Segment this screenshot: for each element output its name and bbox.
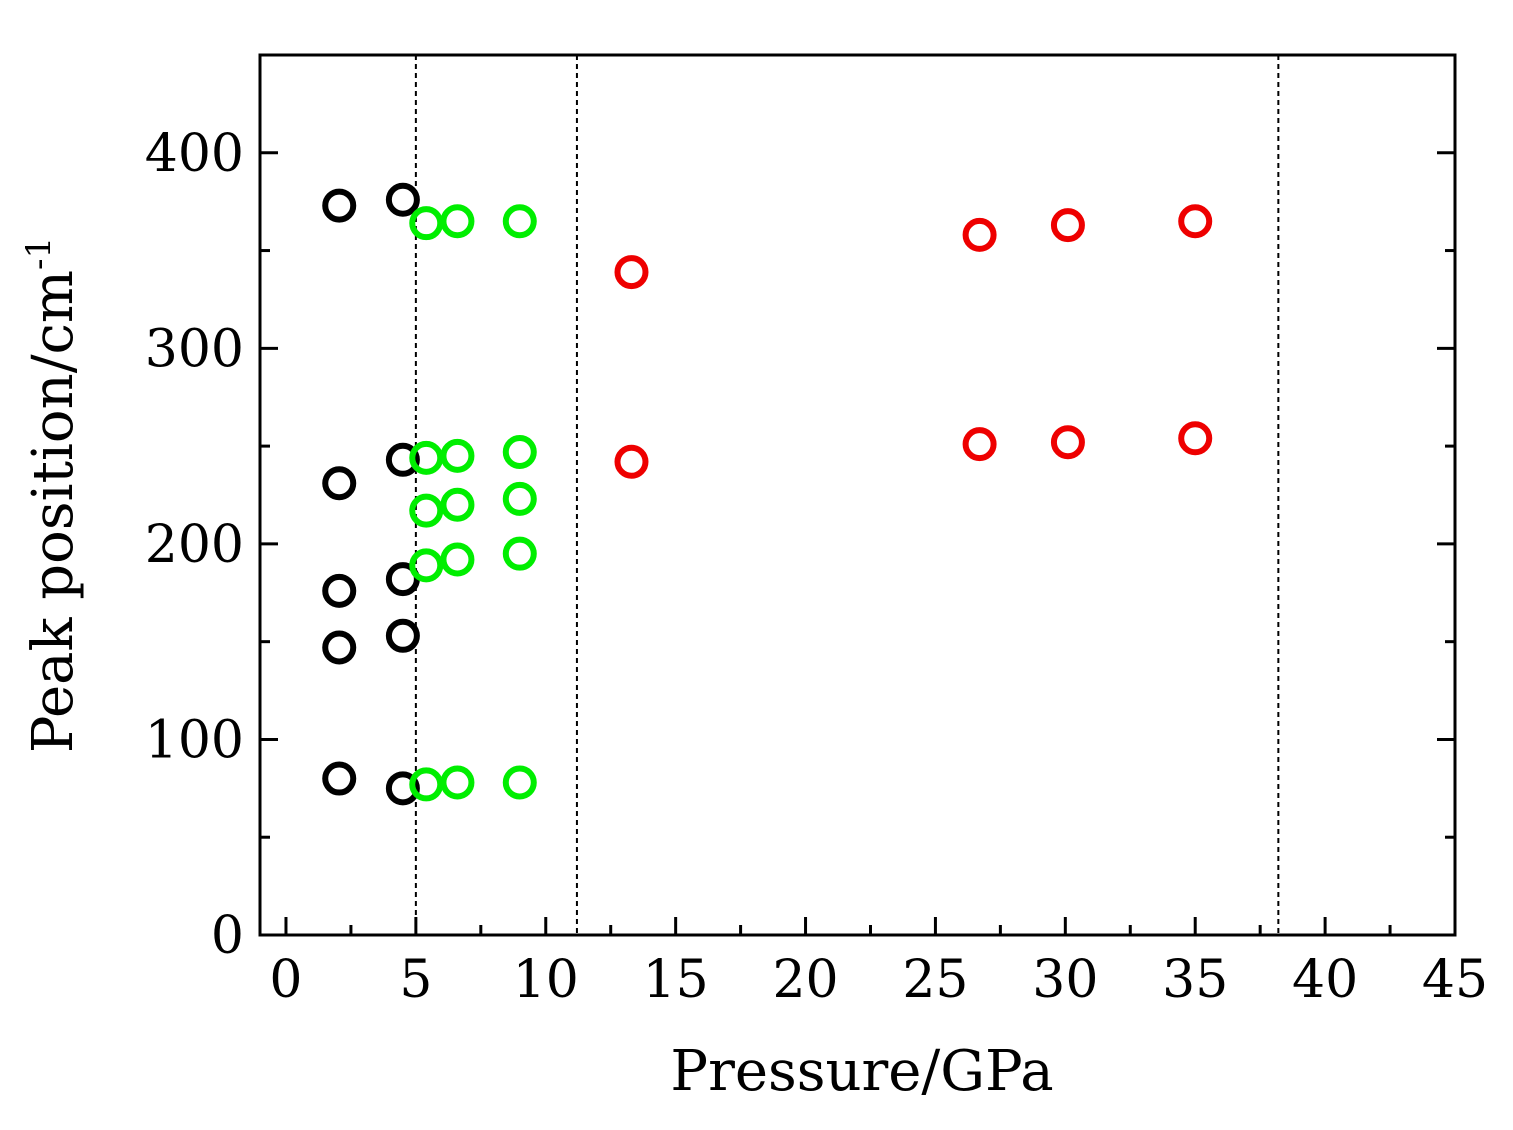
data-point <box>614 444 649 479</box>
data-point <box>1050 208 1085 243</box>
data-point <box>322 573 357 608</box>
data-point <box>440 487 475 522</box>
x-tick-label: 45 <box>1422 950 1488 1010</box>
data-point <box>385 618 420 653</box>
data-point <box>1178 204 1213 239</box>
data-point <box>409 548 444 583</box>
data-point <box>322 761 357 796</box>
data-point <box>440 204 475 239</box>
data-point <box>322 188 357 223</box>
data-point <box>322 466 357 501</box>
data-point <box>1050 425 1085 460</box>
data-point <box>322 630 357 665</box>
data-point <box>440 438 475 473</box>
data-point <box>409 493 444 528</box>
y-tick-label: 300 <box>145 319 244 379</box>
y-tick-label: 400 <box>145 124 244 184</box>
x-tick-label: 15 <box>643 950 709 1010</box>
data-point <box>502 204 537 239</box>
data-point <box>409 206 444 241</box>
data-point <box>502 765 537 800</box>
x-tick-label: 20 <box>772 950 838 1010</box>
data-point <box>962 217 997 252</box>
y-tick-label: 100 <box>145 710 244 770</box>
data-point <box>614 255 649 290</box>
data-point <box>1178 421 1213 456</box>
x-tick-label: 35 <box>1162 950 1228 1010</box>
y-tick-label: 200 <box>145 515 244 575</box>
x-tick-label: 5 <box>399 950 432 1010</box>
x-tick-label: 40 <box>1292 950 1358 1010</box>
data-point <box>440 765 475 800</box>
data-point <box>502 434 537 469</box>
y-axis-label: Peak position/cm-1 <box>19 237 86 753</box>
x-axis-label: Pressure/GPa <box>670 1039 1053 1104</box>
data-point <box>440 542 475 577</box>
y-tick-label: 0 <box>211 906 244 966</box>
data-point <box>385 182 420 217</box>
x-tick-label: 25 <box>902 950 968 1010</box>
data-point <box>409 440 444 475</box>
plot-frame <box>258 53 1457 937</box>
data-point <box>962 427 997 462</box>
x-tick-label: 10 <box>513 950 579 1010</box>
data-point <box>502 481 537 516</box>
data-point <box>385 771 420 806</box>
data-point <box>409 767 444 802</box>
data-point <box>502 536 537 571</box>
x-tick-label: 30 <box>1032 950 1098 1010</box>
x-tick-label: 0 <box>269 950 302 1010</box>
data-point <box>385 442 420 477</box>
